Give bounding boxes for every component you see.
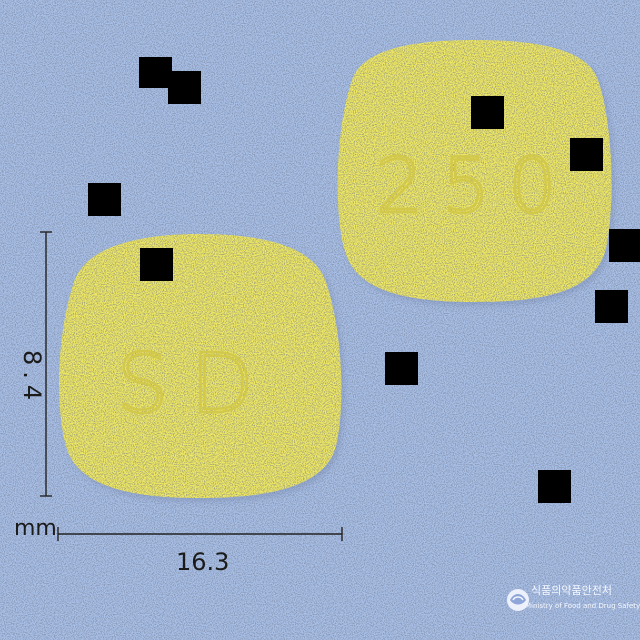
logo-korean-text: 식품의약품안전처 [531,584,612,597]
redaction-square [538,470,571,503]
tablet-back-imprint: 250 [375,141,574,230]
redaction-squares [88,57,640,503]
redaction-square [595,290,628,323]
redaction-square [609,229,640,262]
redaction-square [88,183,121,216]
width-dimension-line [57,527,343,541]
logo-english-text: Ministry of Food and Drug Safety [525,602,640,610]
redaction-square [385,352,418,385]
tablet-front-imprint: SD [116,337,275,432]
width-dimension-label: 16.3 [176,548,230,576]
height-dimension-label: 8.4 [18,350,46,407]
unit-label: mm [14,516,57,541]
redaction-square [570,138,603,171]
tablet-front: SD [59,234,342,498]
tablet-back: 250 [337,40,612,302]
redaction-square [139,57,172,88]
redaction-square [140,248,173,281]
agency-logo: 식품의약품안전처 Ministry of Food and Drug Safet… [505,580,640,620]
height-dimension-line [40,231,52,497]
tablet-back-speckle [337,40,612,302]
logo-emblem-icon [507,589,529,611]
redaction-square [168,71,201,104]
tablet-front-speckle [59,234,342,498]
redaction-square [471,96,504,129]
